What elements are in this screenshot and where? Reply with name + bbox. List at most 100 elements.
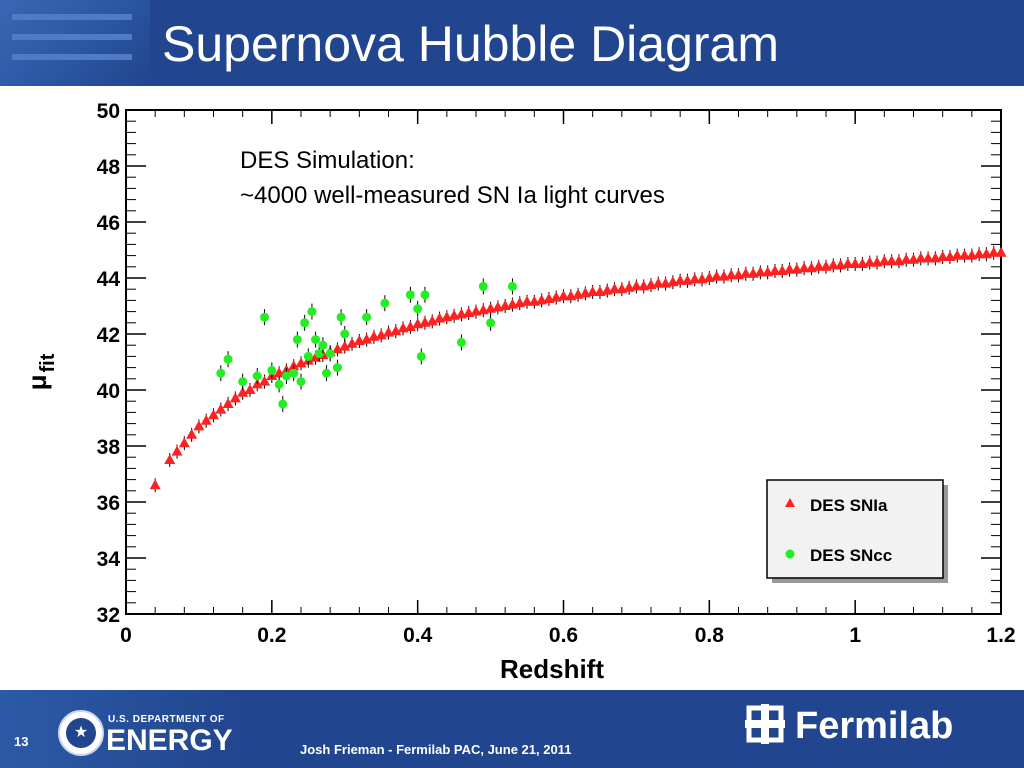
sncc-point xyxy=(314,349,324,359)
snia-point xyxy=(426,315,438,326)
snia-point xyxy=(798,262,810,273)
x-tick-label: 0.4 xyxy=(403,624,433,647)
doe-department-label: U.S. DEPARTMENT OF xyxy=(108,714,225,725)
sncc-point xyxy=(252,371,262,381)
x-axis-title: Redshift xyxy=(500,654,604,684)
snia-point xyxy=(273,367,285,378)
sncc-point xyxy=(289,368,299,378)
fermilab-logo-icon xyxy=(745,704,785,744)
sncc-point xyxy=(303,351,313,361)
sncc-point xyxy=(507,281,517,291)
sncc-point xyxy=(292,335,302,345)
snia-point xyxy=(346,337,358,348)
snia-point xyxy=(937,251,949,261)
snia-point xyxy=(215,403,227,414)
snia-point xyxy=(375,329,387,340)
snia-point xyxy=(310,351,322,362)
snia-point xyxy=(630,280,642,291)
snia-point xyxy=(200,414,212,425)
snia-point xyxy=(959,249,971,260)
snia-point xyxy=(361,333,373,344)
sncc-point xyxy=(322,368,332,378)
snia-point xyxy=(171,445,183,456)
sncc-point xyxy=(223,354,233,364)
y-axis-title: μ fit xyxy=(22,353,59,390)
sncc-point xyxy=(456,337,466,347)
snia-point xyxy=(186,428,198,439)
legend-snia-marker xyxy=(785,498,795,507)
hubble-diagram-chart: 32 34 36 38 40 42 44 46 48 50 0 0.2 0.4 0.6 0.8 1 1.2 D… xyxy=(22,100,1016,684)
footer-decoration xyxy=(0,690,250,768)
y-tick-label: 46 xyxy=(97,212,120,235)
snia-point xyxy=(886,255,898,266)
doe-energy-label: ENERGY xyxy=(106,724,233,757)
sncc-point xyxy=(281,371,291,381)
snia-point xyxy=(922,252,934,263)
snia-point xyxy=(259,375,271,386)
y-tick-label: 38 xyxy=(97,436,121,459)
sncc-point xyxy=(311,335,321,345)
y-tick-labels: 32 34 36 38 40 42 44 46 48 50 xyxy=(97,100,121,627)
snia-point xyxy=(404,321,416,331)
sncc-point xyxy=(416,351,426,361)
snia-point xyxy=(164,454,176,464)
sncc-point xyxy=(362,312,372,322)
footer-bar: 13 ★ U.S. DEPARTMENT OF ENERGY Josh Frie… xyxy=(0,690,1024,768)
x-tick-label: 1 xyxy=(849,624,861,647)
snia-point xyxy=(295,357,307,368)
legend-snia-label: DES SNIa xyxy=(810,496,888,515)
y-tick-label: 32 xyxy=(97,604,120,627)
sncc-point xyxy=(274,379,284,389)
sncc-point xyxy=(380,298,390,308)
snia-point xyxy=(849,258,861,268)
x-tick-label: 0.8 xyxy=(695,624,725,647)
snia-point xyxy=(915,252,927,263)
sncc-point xyxy=(296,377,306,387)
snia-point xyxy=(900,253,912,264)
snia-point xyxy=(208,409,219,420)
sncc-point xyxy=(267,365,277,375)
snia-point xyxy=(149,479,161,490)
snia-point xyxy=(973,248,985,259)
sncc-point xyxy=(478,281,488,291)
snia-point xyxy=(229,392,241,403)
snia-point xyxy=(193,420,205,431)
y-tick-label: 44 xyxy=(97,268,121,291)
header-decoration xyxy=(0,0,150,86)
x-tick-labels: 0 0.2 0.4 0.6 0.8 1 1.2 xyxy=(120,624,1015,647)
snia-point xyxy=(951,249,963,260)
snia-point xyxy=(652,277,664,288)
sncc-point xyxy=(340,329,350,339)
sncc-point xyxy=(318,340,328,350)
sncc-point xyxy=(405,290,415,300)
sncc-point xyxy=(486,318,496,328)
page-number: 13 xyxy=(14,734,29,749)
sncc-point xyxy=(413,304,423,314)
snia-point xyxy=(740,267,752,278)
snia-point xyxy=(587,286,599,296)
sncc-point xyxy=(260,312,270,322)
snia-point xyxy=(754,266,766,277)
y-axis-symbol: μ xyxy=(22,374,52,390)
snia-point xyxy=(222,398,234,408)
sncc-point xyxy=(325,349,335,359)
x-tick-label: 0.6 xyxy=(549,624,578,647)
snia-point xyxy=(390,325,402,336)
legend: DES SNIa DES SNcc xyxy=(766,479,948,583)
snia-point xyxy=(827,259,839,270)
sncc-point xyxy=(420,290,430,300)
y-tick-label: 50 xyxy=(97,100,120,123)
sncc-point xyxy=(332,363,342,373)
y-tick-label: 42 xyxy=(97,324,120,347)
snia-point xyxy=(725,269,737,280)
snia-point xyxy=(769,265,781,275)
sncc-point xyxy=(300,318,310,328)
legend-sncc-label: DES SNcc xyxy=(810,546,892,565)
snia-point xyxy=(689,273,701,284)
snia-point xyxy=(178,437,190,448)
snia-point xyxy=(878,255,890,266)
header-bar: Supernova Hubble Diagram xyxy=(0,0,1024,86)
snia-point xyxy=(988,246,1000,257)
footer-credit: Josh Frieman - Fermilab PAC, June 21, 20… xyxy=(300,742,572,757)
svg-text:μfit: μ fit xyxy=(22,353,59,390)
